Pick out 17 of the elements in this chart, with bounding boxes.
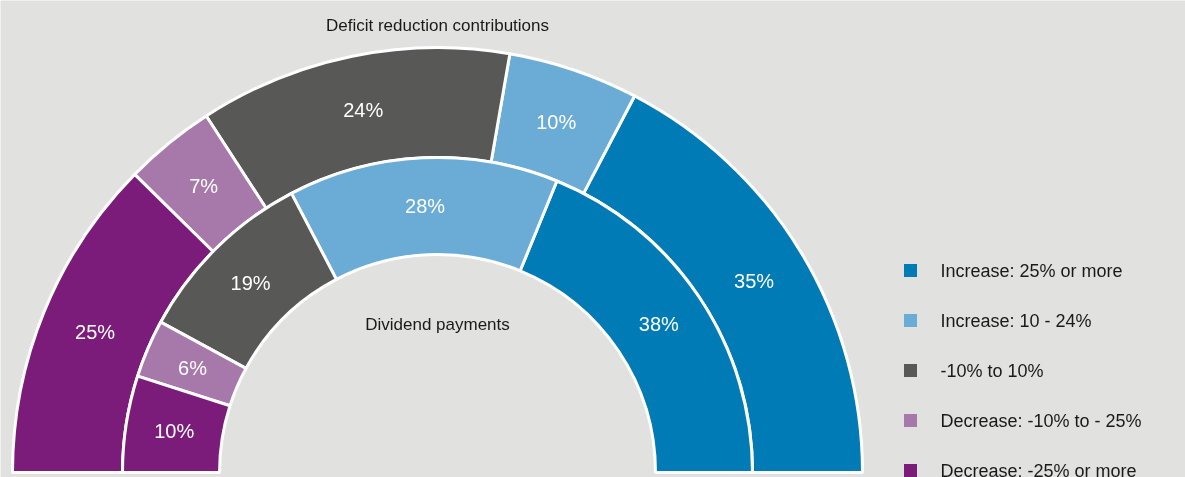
legend-label: Increase: 25% or more: [940, 260, 1123, 281]
data-label: 25%: [75, 321, 116, 344]
legend-label: -10% to 10%: [940, 360, 1044, 381]
data-label: 10%: [536, 111, 577, 134]
data-label: 28%: [405, 195, 446, 218]
data-label: 35%: [734, 269, 775, 292]
slice-label: Dividend payments: [365, 315, 510, 334]
slice-label: Deficit reduction contributions: [326, 16, 550, 35]
data-label: 10%: [154, 420, 195, 443]
legend-label: Decrease: -10% to - 25%: [940, 410, 1142, 431]
data-label: 38%: [638, 313, 680, 336]
data-label: 24%: [343, 99, 384, 122]
data-label: 19%: [230, 271, 271, 294]
data-label: 7%: [189, 174, 219, 197]
legend-label: Increase: 10 - 24%: [940, 310, 1092, 331]
data-label: 6%: [178, 356, 208, 379]
legend-label: Decrease: -25% or more: [940, 460, 1137, 477]
